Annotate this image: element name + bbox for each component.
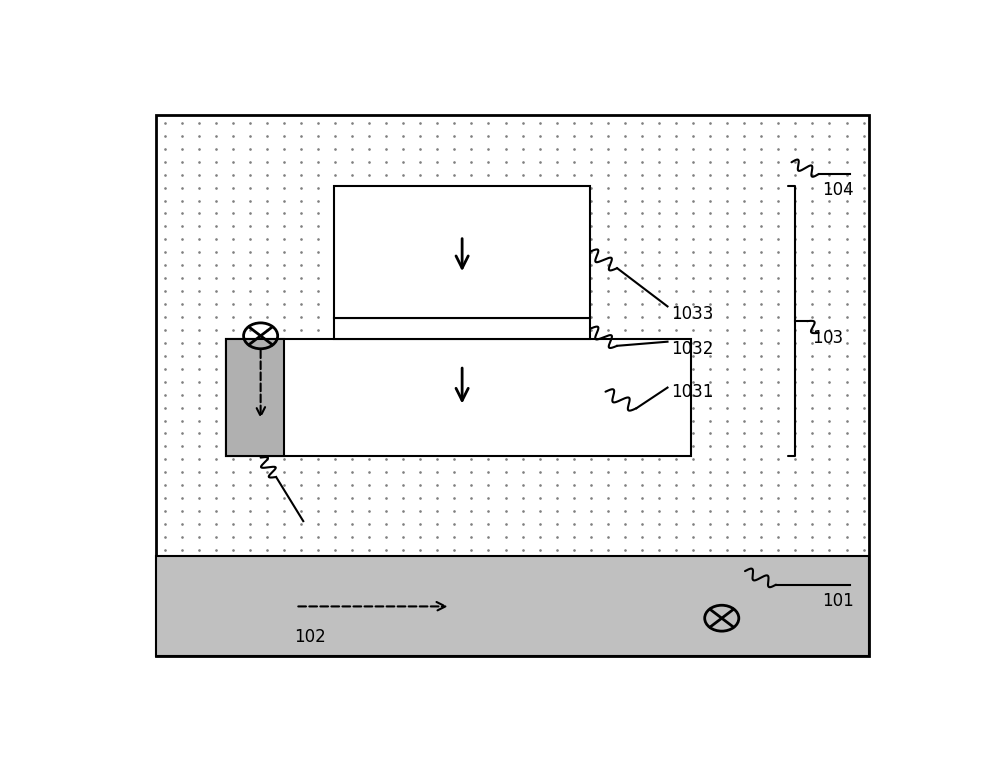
Text: 1033: 1033 bbox=[671, 305, 714, 323]
Text: 1032: 1032 bbox=[671, 340, 714, 358]
Bar bbox=[334, 186, 590, 318]
Bar bbox=[226, 338, 284, 456]
Text: 104: 104 bbox=[822, 181, 854, 199]
Bar bbox=[226, 338, 691, 456]
Text: 101: 101 bbox=[822, 591, 854, 610]
Text: 102: 102 bbox=[294, 628, 326, 646]
Bar bbox=[156, 556, 869, 656]
Text: 1031: 1031 bbox=[671, 383, 714, 400]
Text: 03: 03 bbox=[822, 329, 844, 347]
Text: 1: 1 bbox=[812, 329, 823, 347]
Bar bbox=[334, 318, 590, 338]
